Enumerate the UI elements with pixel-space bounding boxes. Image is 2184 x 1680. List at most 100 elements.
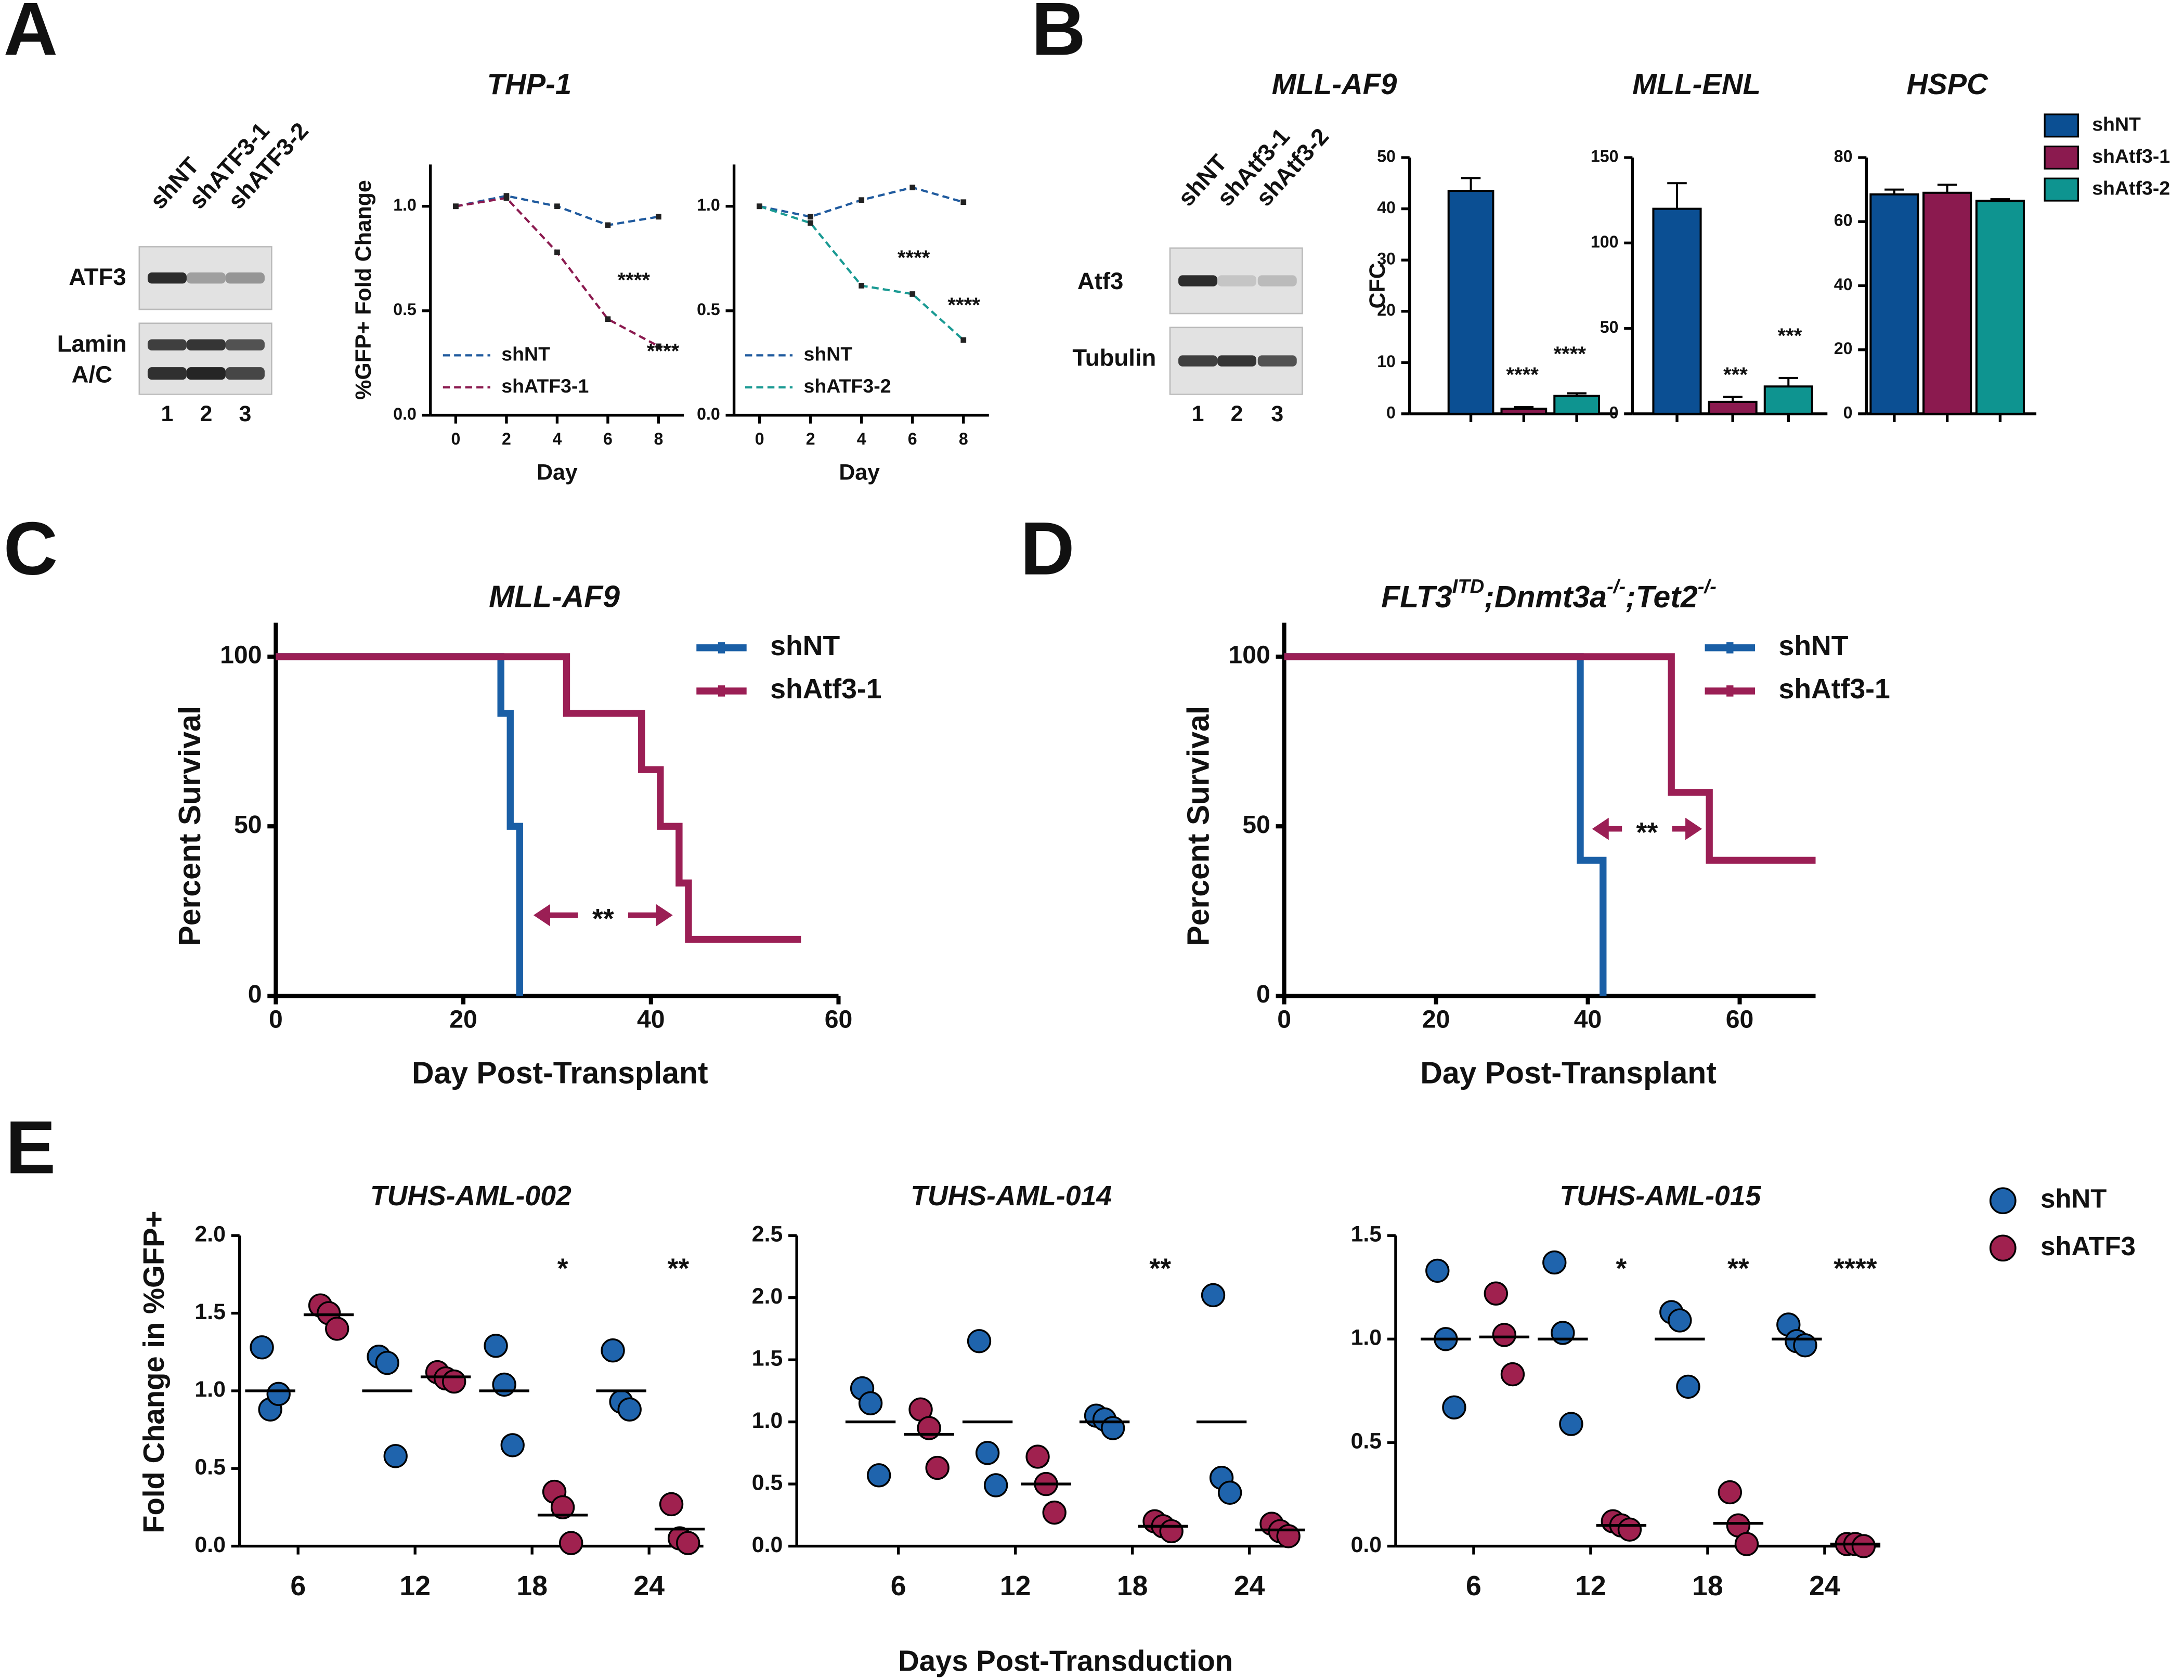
chart-title: HSPC [1907, 68, 1989, 100]
chart-title: TUHS-AML-014 [911, 1181, 1112, 1212]
bar [1708, 400, 1758, 415]
data-point [1101, 1416, 1125, 1440]
panel-letter: E [6, 1105, 56, 1189]
point-marker [554, 203, 560, 210]
y-tick-label: 0.0 [752, 1532, 783, 1557]
x-tick-label: 40 [1574, 1005, 1602, 1033]
legend-swatch [696, 642, 747, 654]
legend-swatch [1705, 685, 1755, 697]
data-point [1542, 1250, 1567, 1275]
y-tick-label: 40 [1377, 198, 1396, 217]
x-tick-label: 18 [1117, 1571, 1148, 1601]
data-point [1793, 1333, 1817, 1358]
annotation: * [1616, 1253, 1627, 1284]
bar [1763, 385, 1813, 415]
data-point [1559, 1412, 1583, 1436]
y-tick-label: 0.0 [697, 405, 720, 423]
title-superscript: ITD [1452, 576, 1485, 598]
x-tick-label: 4 [552, 429, 562, 448]
bar [1500, 407, 1548, 415]
annotation: **** [1834, 1253, 1877, 1284]
y-tick-label: 50 [234, 811, 262, 839]
point-marker [554, 249, 560, 255]
y-tick-label: 0 [1609, 403, 1619, 422]
annotation: **** [647, 340, 680, 363]
panel-letter: A [4, 0, 58, 71]
x-tick-label: 6 [1466, 1571, 1481, 1601]
point-marker [757, 203, 762, 210]
chart-title: TUHS-AML-002 [370, 1181, 571, 1212]
row-label: ATF3 [69, 264, 126, 290]
y-tick-label: 10 [1377, 352, 1396, 371]
legend-label: shATF3-1 [501, 375, 589, 397]
x-tick-label: 8 [654, 429, 663, 448]
data-point [858, 1391, 883, 1415]
data-point [1668, 1308, 1692, 1333]
x-axis-label: Day [839, 460, 880, 485]
data-point [1425, 1258, 1450, 1283]
y-tick-label: 50 [1242, 811, 1270, 839]
y-tick-label: 1.0 [752, 1408, 783, 1433]
error-bar [1461, 177, 1481, 191]
data-point [659, 1492, 684, 1517]
data-point [1551, 1321, 1575, 1345]
data-point [1276, 1524, 1301, 1548]
point-marker [960, 337, 967, 343]
data-point [617, 1397, 642, 1422]
y-tick-label: 1.0 [1351, 1325, 1382, 1350]
chart-title: THP-1 [487, 68, 572, 100]
lane-number: 1 [1192, 401, 1204, 426]
title-part: ;Tet2 [1626, 580, 1698, 614]
x-tick-label: 12 [399, 1571, 431, 1601]
legend-label: shNT [770, 631, 840, 661]
y-tick-label: 1.0 [697, 196, 720, 214]
y-tick-label: 2.5 [752, 1222, 783, 1247]
blot-band [225, 272, 265, 284]
lane-number: 2 [1231, 401, 1243, 426]
error-bar [1937, 184, 1957, 193]
y-tick-label: 40 [1834, 275, 1853, 294]
blot-band [147, 339, 187, 350]
annotation: ** [1636, 817, 1658, 848]
error-bar [1514, 406, 1534, 409]
y-tick-label: 30 [1377, 250, 1396, 268]
bar [1922, 191, 1972, 415]
y-tick-label: 50 [1600, 318, 1619, 336]
legend-swatch [1989, 1234, 2017, 1262]
y-tick-label: 0.5 [393, 300, 417, 319]
legend-label: shNT [804, 343, 853, 364]
data-point [917, 1416, 941, 1440]
data-point [1025, 1444, 1050, 1469]
bar [1975, 200, 2025, 415]
blot-band [186, 272, 226, 284]
data-point [266, 1382, 291, 1406]
chart-title: TUHS-AML-015 [1559, 1181, 1761, 1212]
x-tick-label: 6 [603, 429, 613, 448]
data-point [975, 1441, 1000, 1465]
y-tick-label: 1.5 [752, 1346, 783, 1371]
x-tick-label: 0 [269, 1005, 283, 1033]
y-tick-label: 1.0 [393, 196, 417, 214]
data-point [1617, 1517, 1642, 1542]
legend-swatch [1989, 1187, 2017, 1215]
x-axis-label: Day Post-Transplant [1420, 1057, 1717, 1090]
blot-band [1178, 355, 1218, 367]
data-point [925, 1455, 950, 1480]
error-bar [1990, 198, 2010, 201]
data-point [676, 1531, 700, 1555]
x-tick-label: 8 [959, 429, 968, 448]
blot-band [147, 272, 187, 284]
legend-label: shAtf3-2 [2092, 177, 2170, 199]
title-superscript: -/- [1698, 576, 1717, 598]
row-label: Tubulin [1072, 344, 1156, 371]
blot-band [1217, 355, 1257, 367]
point-marker [453, 203, 459, 210]
x-tick-label: 18 [1692, 1571, 1723, 1601]
row-label: Atf3 [1077, 268, 1124, 294]
point-marker [656, 214, 661, 220]
error-bar [1723, 395, 1743, 402]
data-point [1159, 1519, 1184, 1544]
data-point [250, 1335, 274, 1360]
blot-band [225, 367, 265, 380]
